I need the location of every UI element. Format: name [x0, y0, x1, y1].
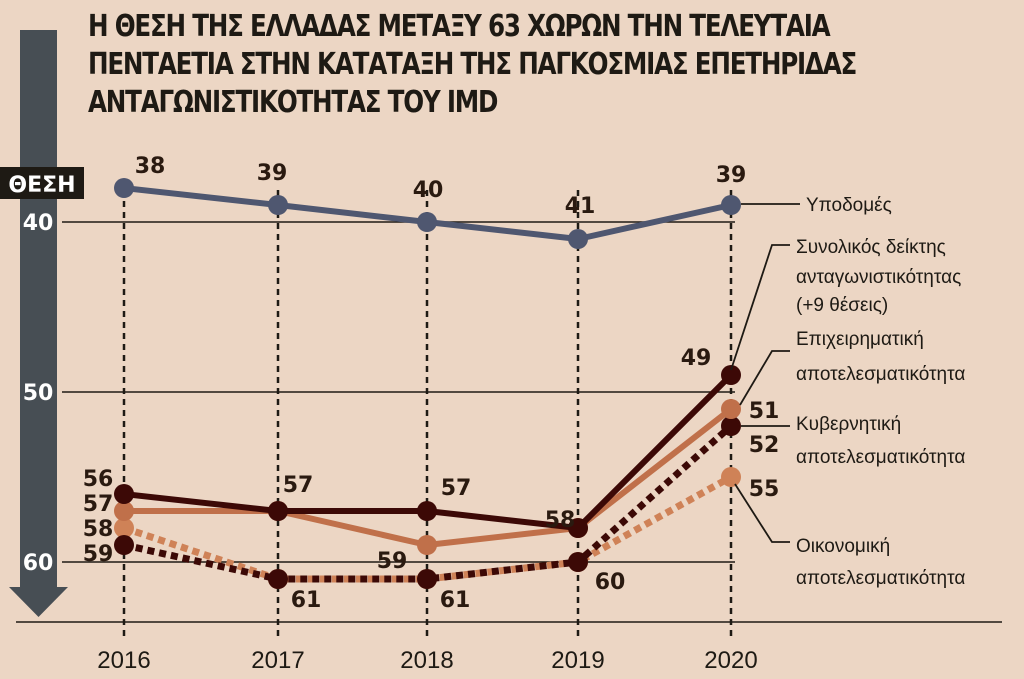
data-label: 58 — [545, 508, 576, 533]
data-point — [721, 399, 741, 419]
data-label: 51 — [749, 399, 780, 424]
title-line: ΑΝΤΑΓΩΝΙΣΤΙΚΟΤΗΤΑΣ ΤΟΥ IMD — [88, 85, 498, 120]
data-point — [114, 178, 134, 198]
data-point — [721, 365, 741, 385]
legend-leader-line — [734, 483, 790, 543]
legend-label: Συνολικός δείκτης — [796, 237, 946, 258]
legend-label: Οικονομική — [796, 536, 890, 557]
data-point — [268, 501, 288, 521]
chart-title: Η ΘΕΣΗ ΤΗΣ ΕΛΛΑΔΑΣ ΜΕΤΑΞΥ 63 ΧΩΡΩΝ ΤΗΝ Τ… — [88, 8, 857, 122]
axis-arrow-shaft — [20, 30, 57, 590]
legend-label: αποτελεσματικότητα — [796, 364, 965, 385]
data-label: 39 — [716, 163, 747, 188]
data-point — [721, 195, 741, 215]
data-label: 40 — [413, 178, 444, 203]
legend-label: (+9 θέσεις) — [796, 295, 888, 316]
data-label: 52 — [749, 433, 780, 458]
legend-label: Κυβερνητική — [796, 414, 901, 435]
data-label: 38 — [135, 154, 166, 179]
y-tick-label: 50 — [23, 381, 54, 406]
data-point — [114, 501, 134, 521]
data-label: 56 — [83, 467, 114, 492]
series-line — [122, 473, 733, 583]
data-point — [568, 518, 588, 538]
x-tick-label: 2017 — [251, 647, 304, 674]
data-label: 57 — [441, 476, 472, 501]
data-point — [721, 416, 741, 436]
axis-label-box — [0, 167, 84, 199]
data-label: 57 — [83, 492, 114, 517]
title-line: ΠΕΝΤΑΕΤΙΑ ΣΤΗΝ ΚΑΤΑΤΑΞΗ ΤΗΣ ΠΑΓΚΟΣΜΙΑΣ Ε… — [88, 47, 857, 82]
data-point — [114, 535, 134, 555]
data-label: 59 — [83, 542, 114, 567]
data-point — [568, 229, 588, 249]
y-tick-label: 60 — [23, 551, 54, 576]
data-point — [417, 501, 437, 521]
data-label: 49 — [681, 346, 712, 371]
legend-leader-line — [739, 350, 790, 406]
axis-arrow-head — [9, 587, 68, 617]
legend-label: Επιχειρηματική — [796, 329, 924, 350]
data-label: 39 — [257, 161, 288, 186]
y-tick-label: 40 — [23, 211, 54, 236]
data-point — [417, 212, 437, 232]
y-axis-label: ΘΕΣΗ — [8, 173, 75, 198]
x-tick-label: 2019 — [551, 647, 604, 674]
data-label: 57 — [283, 473, 314, 498]
legend-label: ανταγωνιστικότητας — [796, 267, 961, 288]
data-label: 58 — [83, 517, 114, 542]
x-tick-label: 2016 — [97, 647, 150, 674]
x-tick-label: 2020 — [704, 647, 757, 674]
data-label: 61 — [440, 588, 471, 613]
legend-leader-line — [730, 244, 790, 371]
data-label: 61 — [291, 588, 322, 613]
data-point — [114, 518, 134, 538]
data-point — [568, 552, 588, 572]
data-point — [268, 569, 288, 589]
legend-label: Υποδομές — [806, 195, 892, 216]
data-point — [268, 195, 288, 215]
data-label: 41 — [565, 194, 596, 219]
legend-label: αποτελεσματικότητα — [796, 568, 965, 589]
data-label: 55 — [749, 477, 780, 502]
title-line: Η ΘΕΣΗ ΤΗΣ ΕΛΛΑΔΑΣ ΜΕΤΑΞΥ 63 ΧΩΡΩΝ ΤΗΝ Τ… — [88, 9, 831, 44]
data-point — [114, 484, 134, 504]
x-tick-label: 2018 — [400, 647, 453, 674]
data-point — [417, 569, 437, 589]
data-point — [721, 467, 741, 487]
legend-label: αποτελεσματικότητα — [796, 447, 965, 468]
data-point — [417, 535, 437, 555]
data-label: 59 — [377, 549, 408, 574]
data-label: 60 — [595, 570, 626, 595]
